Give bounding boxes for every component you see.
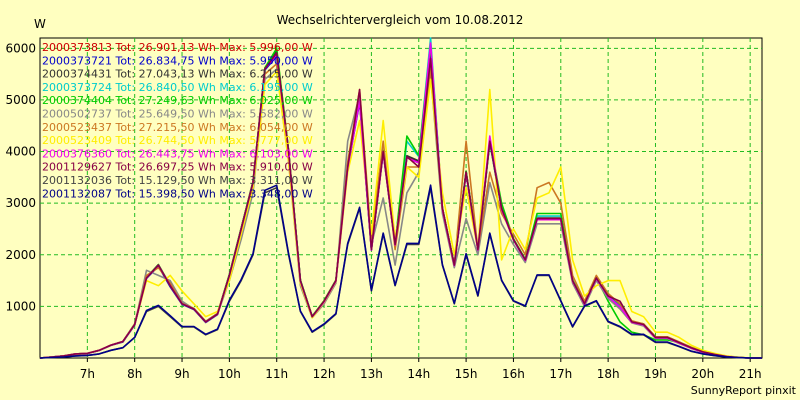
x-tick-label: 20h: [691, 367, 714, 381]
series-line-10: [39, 52, 762, 359]
series-line-6: [39, 68, 762, 359]
y-tick-label: 6000: [5, 41, 36, 55]
legend-entry-3: 2000374431 Tot: 27.043,13 Wh Max: 6.215,…: [42, 68, 313, 81]
x-tick-label: 7h: [80, 367, 95, 381]
axes: 1000 2000 3000 4000 5000 6000 7h 8h 9h 10h 11h 12h 1…: [5, 41, 761, 381]
series-line-12: [39, 184, 762, 359]
legend-entry-7: 2000523437 Tot: 27.215,50 Wh Max: 6.054,…: [42, 121, 313, 134]
x-tick-label: 14h: [407, 367, 430, 381]
legend-entry-6: 2000502737 Tot: 25.649,50 Wh Max: 5.582,…: [42, 108, 313, 121]
y-tick-label: 3000: [5, 196, 36, 210]
legend-entry-9: 2000376360 Tot: 26.443,75 Wh Max: 6.103,…: [42, 147, 313, 160]
report-credit: SunnyReport pinxit: [691, 384, 797, 397]
legend-entry-12: 2001132087 Tot: 15.398,50 Wh Max: 3.348,…: [42, 187, 313, 200]
y-tick-label: 1000: [5, 299, 36, 313]
x-tick-label: 15h: [455, 367, 478, 381]
legend-entry-11: 2001132036 Tot: 15.129,50 Wh Max: 3.311,…: [42, 174, 313, 187]
series-lines: [39, 37, 762, 359]
y-tick-label: 5000: [5, 93, 36, 107]
x-tick-label: 9h: [174, 367, 189, 381]
x-tick-label: 19h: [644, 367, 667, 381]
x-tick-label: 21h: [739, 367, 762, 381]
legend-entry-10: 2001129627 Tot: 26.697,25 Wh Max: 5.910,…: [42, 161, 313, 174]
y-axis-unit: W: [34, 17, 46, 31]
x-tick-label: 13h: [360, 367, 383, 381]
x-tick-label: 8h: [127, 367, 142, 381]
legend: 2000373813 Tot: 26.901,13 Wh Max: 5.996,…: [42, 41, 313, 200]
y-tick-label: 2000: [5, 248, 36, 262]
legend-entry-5: 2000374404 Tot: 27.249,63 Wh Max: 6.025,…: [42, 94, 313, 107]
y-tick-label: 4000: [5, 145, 36, 159]
chart-title: Wechselrichtervergleich vom 10.08.2012: [277, 13, 524, 27]
legend-entry-4: 2000373724 Tot: 26.840,50 Wh Max: 6.195,…: [42, 81, 313, 94]
x-tick-label: 11h: [265, 367, 288, 381]
x-tick-label: 16h: [502, 367, 525, 381]
legend-entry-1: 2000373813 Tot: 26.901,13 Wh Max: 5.996,…: [42, 41, 313, 54]
legend-entry-2: 2000373721 Tot: 26.834,75 Wh Max: 5.950,…: [42, 54, 313, 67]
x-tick-label: 18h: [597, 367, 620, 381]
x-tick-label: 17h: [549, 367, 572, 381]
x-tick-label: 12h: [313, 367, 336, 381]
legend-entry-8: 2000523409 Tot: 26.744,50 Wh Max: 5.777,…: [42, 134, 313, 147]
x-tick-label: 10h: [218, 367, 241, 381]
